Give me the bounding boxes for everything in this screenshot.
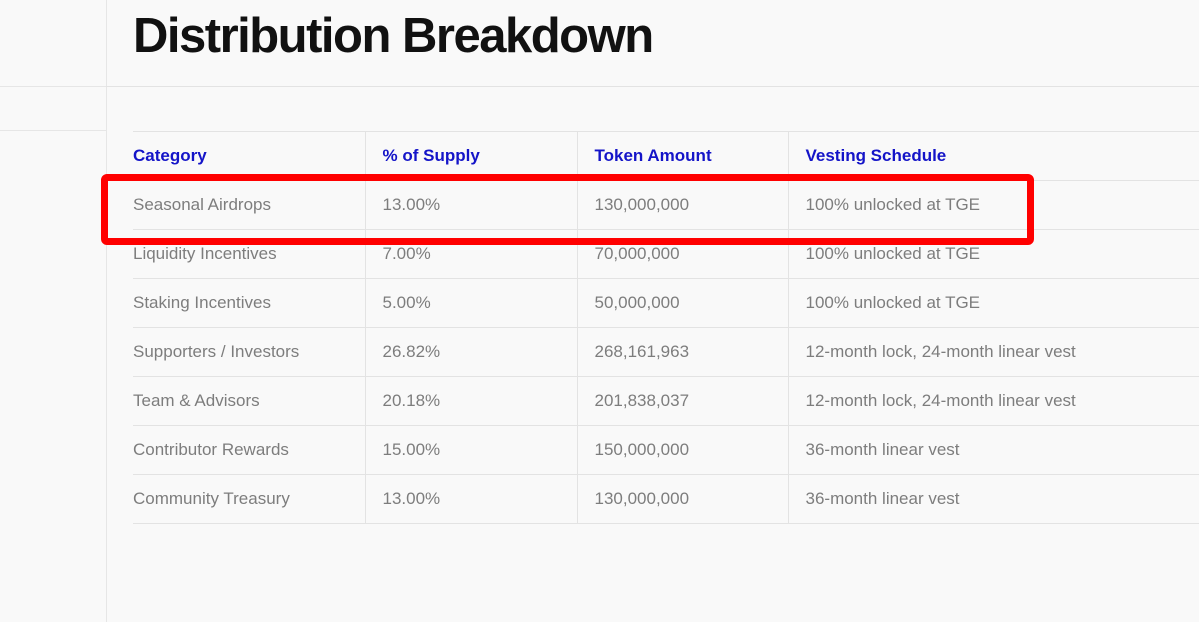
left-sidebar [0, 0, 107, 622]
column-header-vesting-schedule: Vesting Schedule [787, 131, 1199, 181]
cell-percent-supply: 13.00% [364, 474, 577, 524]
cell-category: Community Treasury [133, 474, 365, 524]
sidebar-divider [0, 86, 106, 87]
cell-vesting-schedule: 100% unlocked at TGE [787, 180, 1199, 230]
cell-token-amount: 50,000,000 [576, 278, 788, 328]
table-row: Supporters / Investors 26.82% 268,161,96… [133, 327, 1199, 377]
table-row: Contributor Rewards 15.00% 150,000,000 3… [133, 425, 1199, 475]
cell-token-amount: 268,161,963 [576, 327, 788, 377]
cell-percent-supply: 5.00% [364, 278, 577, 328]
cell-category: Liquidity Incentives [133, 229, 365, 279]
cell-vesting-schedule: 36-month linear vest [787, 474, 1199, 524]
distribution-table: Category % of Supply Token Amount Vestin… [133, 131, 1199, 524]
cell-token-amount: 130,000,000 [576, 180, 788, 230]
column-header-token-amount: Token Amount [576, 131, 788, 181]
cell-token-amount: 70,000,000 [576, 229, 788, 279]
cell-percent-supply: 20.18% [364, 376, 577, 426]
distribution-table-container: Category % of Supply Token Amount Vestin… [133, 131, 1199, 524]
cell-token-amount: 130,000,000 [576, 474, 788, 524]
cell-vesting-schedule: 12-month lock, 24-month linear vest [787, 376, 1199, 426]
cell-category: Team & Advisors [133, 376, 365, 426]
table-header-row: Category % of Supply Token Amount Vestin… [133, 131, 1199, 181]
cell-vesting-schedule: 100% unlocked at TGE [787, 278, 1199, 328]
cell-vesting-schedule: 100% unlocked at TGE [787, 229, 1199, 279]
column-header-percent-supply: % of Supply [364, 131, 577, 181]
table-row: Seasonal Airdrops 13.00% 130,000,000 100… [133, 180, 1199, 230]
cell-percent-supply: 15.00% [364, 425, 577, 475]
cell-percent-supply: 7.00% [364, 229, 577, 279]
cell-vesting-schedule: 12-month lock, 24-month linear vest [787, 327, 1199, 377]
table-row: Staking Incentives 5.00% 50,000,000 100%… [133, 278, 1199, 328]
cell-category: Staking Incentives [133, 278, 365, 328]
table-row: Liquidity Incentives 7.00% 70,000,000 10… [133, 229, 1199, 279]
header-divider [106, 86, 1199, 87]
sidebar-divider [0, 130, 106, 131]
column-header-category: Category [133, 131, 365, 181]
page-title: Distribution Breakdown [133, 9, 654, 63]
cell-percent-supply: 26.82% [364, 327, 577, 377]
cell-category: Contributor Rewards [133, 425, 365, 475]
cell-category: Seasonal Airdrops [133, 180, 365, 230]
cell-category: Supporters / Investors [133, 327, 365, 377]
cell-token-amount: 150,000,000 [576, 425, 788, 475]
table-row: Team & Advisors 20.18% 201,838,037 12-mo… [133, 376, 1199, 426]
table-row: Community Treasury 13.00% 130,000,000 36… [133, 474, 1199, 524]
cell-vesting-schedule: 36-month linear vest [787, 425, 1199, 475]
cell-percent-supply: 13.00% [364, 180, 577, 230]
cell-token-amount: 201,838,037 [576, 376, 788, 426]
